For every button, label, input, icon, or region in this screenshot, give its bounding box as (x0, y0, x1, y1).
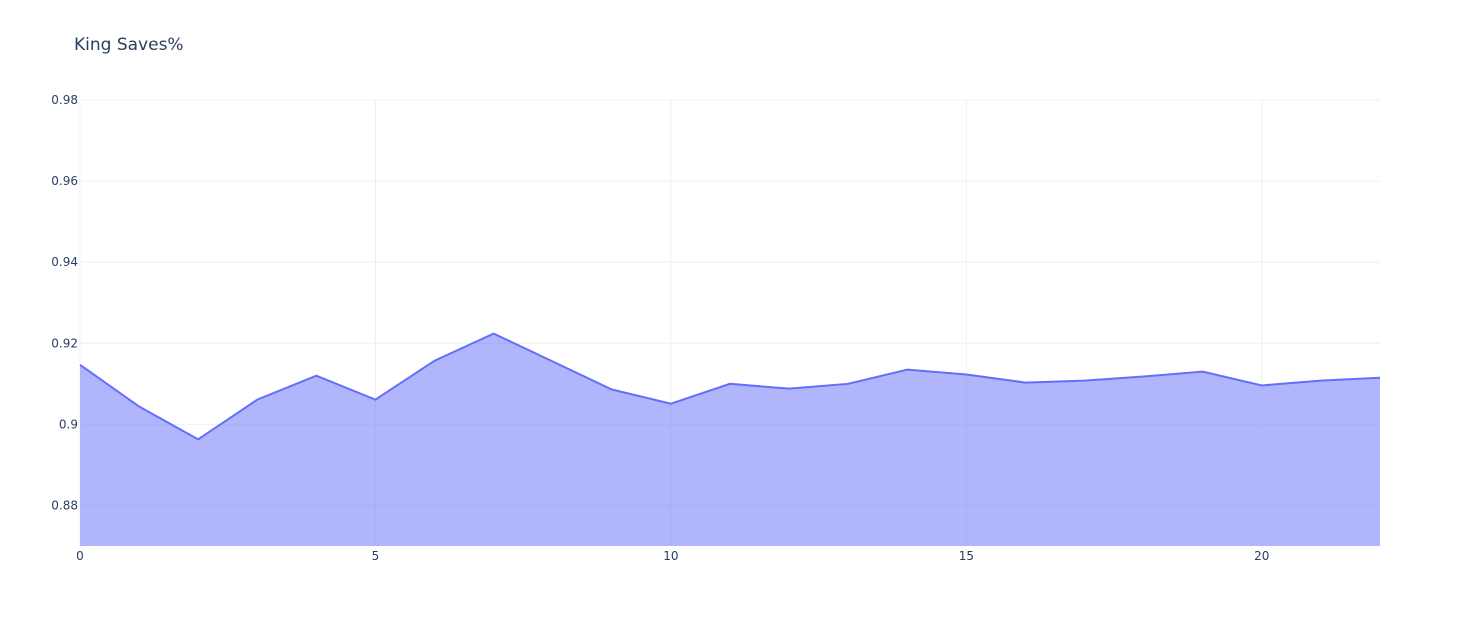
y-tick-label: 0.96 (51, 174, 78, 188)
area-fill (80, 333, 1380, 546)
y-tick-label: 0.92 (51, 336, 78, 350)
x-tick-label: 0 (76, 549, 84, 563)
y-tick-label: 0.98 (51, 93, 78, 107)
x-tick-label: 15 (959, 549, 974, 563)
x-tick-label: 5 (372, 549, 380, 563)
y-tick-label: 0.94 (51, 255, 78, 269)
y-tick-label: 0.9 (59, 417, 78, 431)
x-tick-label: 20 (1254, 549, 1269, 563)
y-tick-label: 0.88 (51, 498, 78, 512)
area-line (79, 332, 1381, 441)
chart-title: King Saves% (74, 35, 184, 55)
x-tick-label: 10 (663, 549, 678, 563)
